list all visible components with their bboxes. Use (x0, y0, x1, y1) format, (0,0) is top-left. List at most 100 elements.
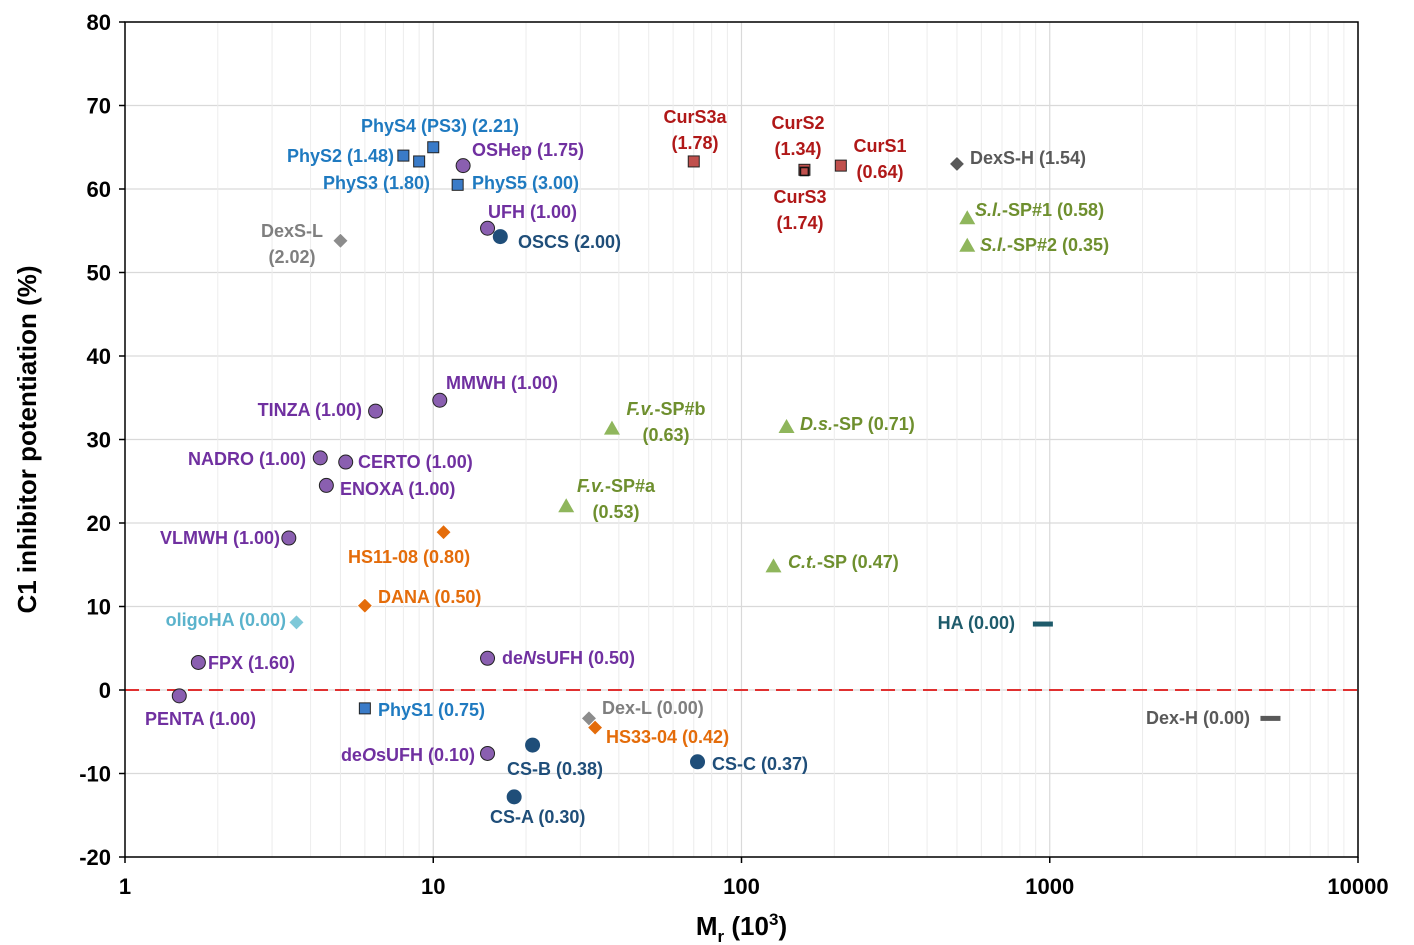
label-phys4-ps3-2-21: PhyS4 (PS3) (2.21) (361, 116, 519, 136)
label-dex-h-0-00: Dex-H (0.00) (1146, 708, 1250, 728)
label-c-t-sp-0-47-italic: C.t. (788, 552, 817, 572)
point-dex-h-0-00 (1260, 715, 1281, 721)
point-certo-1-00 (338, 454, 354, 470)
label-f-v-sp-b-0-63-rest: -SP#b (655, 399, 706, 419)
label-densufh-0-50-rest: sUFH (0.50) (536, 648, 635, 668)
label-tinza-1-00: TINZA (1.00) (258, 400, 362, 420)
point-dexs-l-2-02 (332, 232, 349, 249)
y-tick-label: -20 (79, 845, 111, 870)
x-axis-title-sup: 3 (769, 910, 778, 929)
point-labels: PhyS4 (PS3) (2.21) PhyS2 (1.48) PhyS3 (1.8… (145, 107, 1250, 827)
x-axis-title-sub: r (718, 927, 725, 945)
point-oscs-2-00 (492, 229, 508, 245)
label-fpx-1-60: FPX (1.60) (208, 653, 295, 673)
data-points (171, 141, 1281, 805)
label-enoxa-1-00: ENOXA (1.00) (340, 479, 455, 499)
x-axis-title-main: M (696, 911, 718, 941)
label-curs2-1-34-line-2: (1.34) (774, 139, 821, 159)
y-axis-ticks: -20 -10 0 10 20 30 40 50 60 70 80 (79, 10, 125, 870)
x-axis-title: Mr (103) (696, 910, 787, 945)
label-cs-a-0-30: CS-A (0.30) (490, 807, 585, 827)
label-f-v-sp-a-0-53-rest: -SP#a (605, 476, 656, 496)
y-tick-label: 40 (87, 344, 111, 369)
label-c-t-sp-0-47-rest: -SP (0.47) (817, 552, 899, 572)
label-certo-1-00: CERTO (1.00) (358, 452, 473, 472)
y-tick-label: 70 (87, 94, 111, 119)
label-f-v-sp-b-0-63: F.v.-SP#b (626, 399, 705, 419)
point-deosufh-0-10 (480, 745, 496, 761)
label-curs3a-1-78-line-2: (1.78) (671, 133, 718, 153)
x-tick-label: 10 (421, 874, 445, 899)
label-deosufh-0-10-rest: sUFH (0.10) (376, 745, 475, 765)
point-curs3a-1-78 (687, 155, 700, 168)
point-cs-a-0-30 (506, 789, 522, 805)
label-curs3-1-74-line-1: CurS3 (773, 187, 826, 207)
point-nadro-1-00 (312, 450, 328, 466)
label-vlmwh-1-00: VLMWH (1.00) (160, 528, 280, 548)
label-curs1-0-64-line-2: (0.64) (856, 162, 903, 182)
point-phys4-ps3-2-21 (427, 141, 440, 154)
label-hs11-08-0-80: HS11-08 (0.80) (348, 547, 470, 567)
point-curs3-1-74 (799, 166, 810, 177)
y-tick-label: 30 (87, 428, 111, 453)
point-densufh-0-50 (480, 650, 496, 666)
label-dexs-h-1-54: DexS-H (1.54) (970, 148, 1086, 168)
label-phys2-1-48: PhyS2 (1.48) (287, 146, 394, 166)
label-oshep-1-75: OSHep (1.75) (472, 140, 584, 160)
label-curs1-0-64-line-1: CurS1 (853, 136, 906, 156)
label-s-l-sp-1-0-58: S.l.-SP#1 (0.58) (975, 200, 1104, 220)
label-curs3a-1-78-line-1: CurS3a (663, 107, 727, 127)
label-cs-b-0-38: CS-B (0.38) (507, 759, 603, 779)
point-phys3-1-80 (413, 155, 426, 168)
label-cs-c-0-37: CS-C (0.37) (712, 754, 808, 774)
label-densufh-0-50-prefix: de (502, 648, 523, 668)
label-s-l-sp-1-0-58-italic: S.l. (975, 200, 1002, 220)
label-d-s-sp-0-71-rest: -SP (0.71) (833, 414, 915, 434)
label-densufh-0-50-italic: N (523, 648, 537, 668)
point-cs-c-0-37 (690, 754, 706, 770)
point-ufh-1-00 (480, 220, 496, 236)
label-f-v-sp-a-0-53-italic: F.v. (577, 476, 605, 496)
x-axis-title-end: ) (778, 911, 787, 941)
point-phys2-1-48 (397, 149, 410, 162)
label-mmwh-1-00: MMWH (1.00) (446, 373, 558, 393)
label-nadro-1-00: NADRO (1.00) (188, 449, 306, 469)
label-curs2-1-34-line-1: CurS2 (771, 113, 824, 133)
point-mmwh-1-00 (432, 392, 448, 408)
point-vlmwh-1-00 (281, 530, 297, 546)
point-oshep-1-75 (455, 158, 471, 174)
y-tick-label: 60 (87, 177, 111, 202)
label-ufh-1-00: UFH (1.00) (488, 202, 577, 222)
label-hs33-04-0-42: HS33-04 (0.42) (606, 727, 729, 747)
label-oligoha-0-00: oligoHA (0.00) (166, 610, 286, 630)
y-tick-label: 10 (87, 595, 111, 620)
label-phys3-1-80: PhyS3 (1.80) (323, 173, 430, 193)
point-phys1-0-75 (358, 702, 371, 715)
label-dana-0-50: DANA (0.50) (378, 587, 481, 607)
point-f-v-sp-a-0-53 (558, 498, 575, 513)
x-axis-title-rest: (10 (724, 911, 769, 941)
label-s-l-sp-2-0-35-italic: S.l. (980, 235, 1007, 255)
point-d-s-sp-0-71 (778, 418, 795, 433)
label-s-l-sp-2-0-35-rest: -SP#2 (0.35) (1007, 235, 1109, 255)
point-curs1-0-64 (834, 159, 847, 172)
label-dexs-l-2-02-line-1: DexS-L (261, 221, 323, 241)
x-tick-label: 1000 (1025, 874, 1074, 899)
label-f-v-sp-b-0-63-line-2: (0.63) (642, 425, 689, 445)
label-s-l-sp-2-0-35: S.l.-SP#2 (0.35) (980, 235, 1109, 255)
label-ha-0-00: HA (0.00) (938, 613, 1015, 633)
point-dana-0-50 (356, 597, 373, 614)
point-f-v-sp-b-0-63 (603, 420, 620, 435)
label-d-s-sp-0-71: D.s.-SP (0.71) (800, 414, 915, 434)
point-s-l-sp-1-0-58 (959, 210, 976, 225)
point-s-l-sp-2-0-35 (959, 237, 976, 252)
label-deosufh-0-10: deOsUFH (0.10) (341, 745, 475, 765)
x-tick-label: 1 (119, 874, 131, 899)
point-c-t-sp-0-47 (765, 558, 782, 573)
y-tick-label: 80 (87, 10, 111, 35)
point-hs33-04-0-42 (587, 719, 604, 736)
y-tick-label: 20 (87, 511, 111, 536)
point-penta-1-00 (171, 688, 187, 704)
label-oscs-2-00: OSCS (2.00) (518, 232, 621, 252)
